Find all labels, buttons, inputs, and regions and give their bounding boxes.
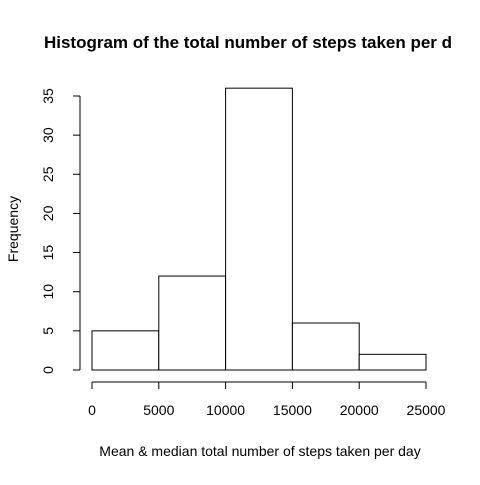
x-tick-label: 10000: [206, 402, 245, 418]
histogram-bar: [158, 275, 227, 371]
y-tick-label: 20: [40, 205, 56, 221]
y-tick-label: 35: [40, 88, 56, 104]
y-tick-label: 0: [40, 366, 56, 374]
x-tick-label: 20000: [340, 402, 379, 418]
chart-title: Histogram of the total number of steps t…: [44, 33, 452, 52]
x-tick-label: 25000: [407, 402, 446, 418]
histogram-bar: [358, 353, 427, 371]
histogram-bar: [91, 330, 160, 371]
y-axis-label: Frequency: [5, 196, 21, 262]
bars-group: [91, 87, 427, 371]
y-tick-label: 25: [40, 166, 56, 182]
y-tick-label: 5: [40, 327, 56, 335]
x-tick-label: 0: [88, 402, 96, 418]
x-axis: 0 5000 10000 15000 20000 25000: [88, 381, 446, 418]
y-tick-label: 10: [40, 284, 56, 300]
x-axis-label: Mean & median total number of steps take…: [99, 443, 420, 459]
histogram-bar: [291, 322, 360, 371]
y-tick-label: 15: [40, 245, 56, 261]
y-axis: 0 5 10 15 20 25 30 35: [40, 88, 81, 374]
histogram-bar: [225, 87, 293, 371]
x-tick-label: 5000: [143, 402, 174, 418]
x-tick-label: 15000: [273, 402, 312, 418]
y-tick-label: 30: [40, 127, 56, 143]
